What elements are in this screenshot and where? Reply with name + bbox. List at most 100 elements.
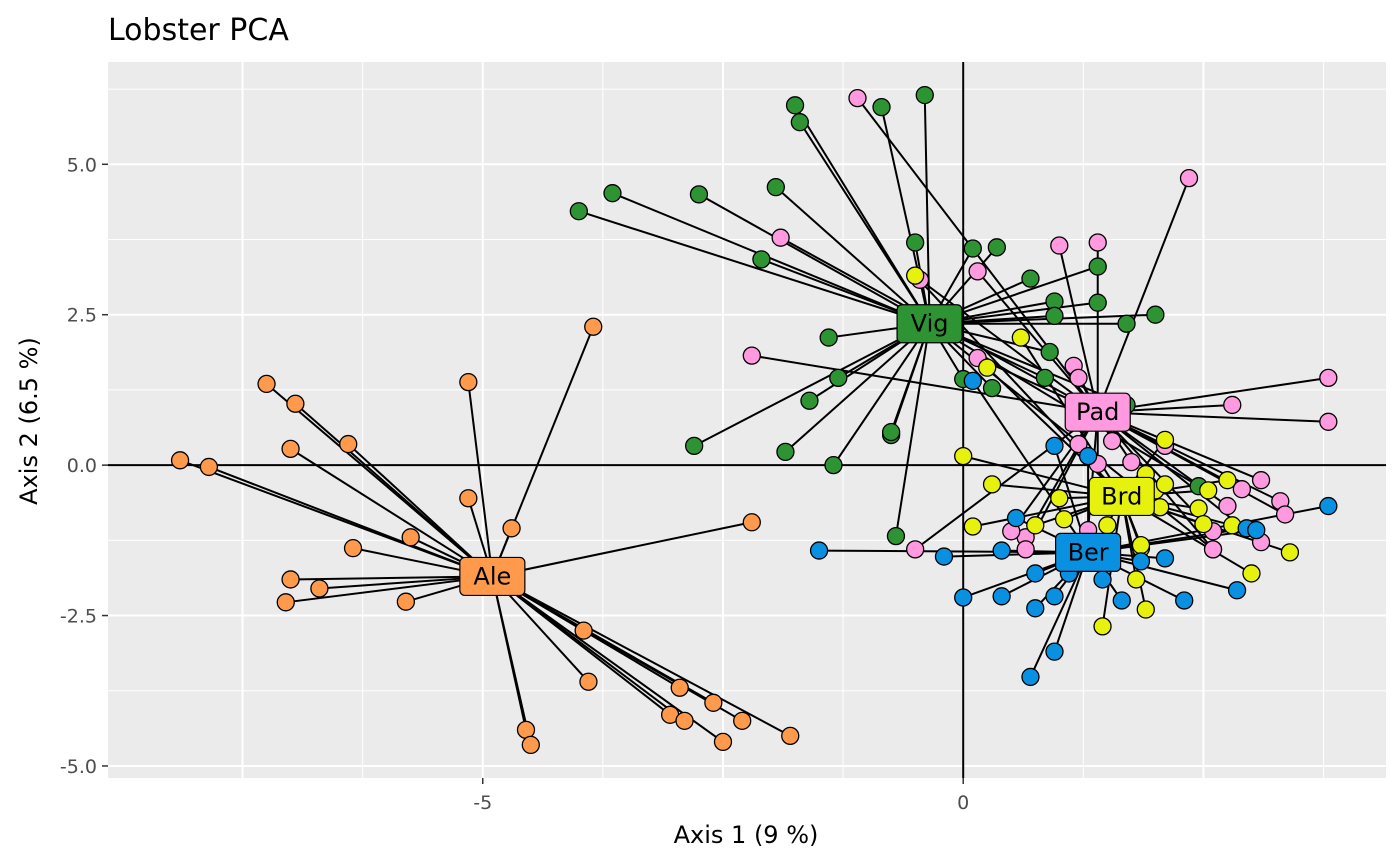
point-pad [1069, 434, 1088, 454]
spoke-ale [467, 381, 494, 577]
point-ale [343, 539, 363, 558]
point-ale [574, 621, 593, 640]
point-vig [963, 239, 982, 258]
point-vig [1021, 269, 1040, 288]
point-pad [1223, 395, 1242, 415]
point-pad [1251, 471, 1271, 490]
centroid-text: Ber [1068, 538, 1109, 566]
spoke-vig [894, 323, 931, 537]
point-pad [1069, 368, 1088, 388]
point-ale [257, 374, 276, 394]
spoke-vig [775, 186, 931, 325]
point-ber [1045, 436, 1064, 456]
centroid-label-vig: Vig [896, 304, 963, 344]
point-ber [954, 588, 973, 607]
spoke-ale [294, 403, 494, 578]
spoke-pad [1097, 411, 1329, 423]
data-points [170, 85, 1338, 755]
point-vig [1088, 257, 1107, 276]
point-vig [829, 368, 848, 388]
point-ale [579, 672, 598, 691]
point-pad [1016, 540, 1035, 559]
point-brd [1199, 481, 1218, 500]
x-axis-label: Axis 1 (9 %) [674, 821, 819, 849]
point-ale [286, 394, 305, 413]
centroid-box [459, 556, 526, 597]
spoke-ale [290, 575, 493, 581]
point-ber [1247, 520, 1266, 540]
point-vig [1117, 314, 1136, 333]
point-brd [1280, 543, 1300, 562]
point-brd [1026, 516, 1045, 535]
point-brd [1098, 516, 1117, 535]
point-brd [1189, 499, 1208, 518]
point-ber [809, 541, 829, 560]
spoke-vig [832, 323, 931, 466]
point-pad [1102, 431, 1122, 451]
point-pad [1050, 236, 1069, 255]
point-ber [934, 547, 954, 566]
spoke-ale [491, 575, 791, 737]
spoke-pad [919, 279, 1099, 413]
point-brd [954, 446, 973, 466]
point-ale [733, 711, 752, 730]
spoke-vig [784, 322, 931, 453]
spoke-ber [1029, 551, 1090, 678]
spoke-ale [285, 575, 493, 604]
point-ale [276, 593, 295, 612]
point-brd [1155, 430, 1175, 450]
point-ber [1026, 599, 1045, 618]
centroid-label-ber: Ber [1055, 532, 1122, 572]
point-ale [675, 711, 694, 730]
point-vig [886, 526, 906, 546]
point-brd [1050, 489, 1069, 508]
point-brd [978, 358, 997, 377]
point-vig [872, 97, 891, 117]
point-brd [1127, 570, 1146, 589]
point-vig [819, 328, 838, 347]
point-pad [1179, 168, 1199, 188]
spoke-pad [1097, 376, 1329, 414]
point-vig [689, 185, 709, 204]
point-ale [521, 735, 540, 755]
point-ber [1093, 570, 1112, 589]
point-ale [742, 513, 761, 532]
point-ber [1078, 446, 1098, 466]
spoke-ale [347, 443, 494, 578]
point-brd [1194, 514, 1213, 534]
point-ber [963, 371, 982, 391]
x-axis-ticks: -5 0 [473, 778, 969, 814]
point-pad [1203, 540, 1223, 559]
spoke-pad [1096, 177, 1190, 413]
point-brd [1218, 471, 1237, 490]
point-ber [1131, 552, 1151, 571]
point-ale [396, 592, 416, 611]
point-vig [1045, 306, 1064, 326]
spoke-vig [612, 192, 930, 325]
centroid-box [1064, 392, 1131, 432]
chart-title: Lobster PCA [108, 13, 289, 48]
y-axis-label: Axis 2 (6.5 %) [15, 337, 43, 505]
point-pad [848, 88, 867, 108]
y-tick-label: 2.5 [67, 305, 97, 327]
point-pad [771, 228, 790, 247]
centroid-text: Vig [911, 310, 949, 338]
point-vig [685, 436, 704, 456]
centroid-text: Pad [1076, 398, 1119, 426]
point-brd [963, 517, 982, 536]
centroid-label-pad: Pad [1064, 392, 1131, 432]
centroid-box [1055, 532, 1122, 572]
point-pad [1319, 368, 1338, 388]
point-ber [1112, 591, 1131, 610]
point-vig [752, 250, 771, 269]
point-ale [459, 489, 478, 508]
point-vig [1040, 342, 1059, 362]
point-brd [1136, 600, 1155, 619]
point-ale [670, 678, 689, 697]
point-brd [1011, 328, 1031, 347]
point-ale [781, 726, 800, 746]
point-pad [1218, 496, 1237, 516]
point-pad [1275, 505, 1295, 524]
point-vig [1088, 293, 1107, 312]
point-brd [1155, 475, 1175, 494]
